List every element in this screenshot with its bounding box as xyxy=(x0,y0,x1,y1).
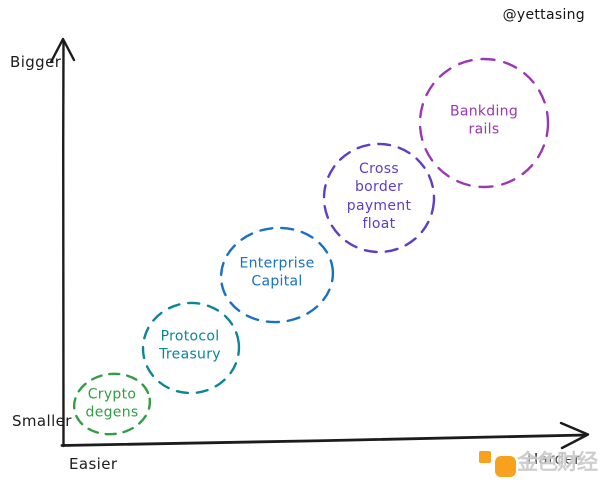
logo-big-square xyxy=(495,456,516,477)
watermark: 金色财经 xyxy=(476,445,598,478)
x-axis-left-label: Easier xyxy=(69,455,118,473)
bubble-label-bankding-rails: Bankding rails xyxy=(449,103,519,138)
bubble-circle-cross-border-payment-float xyxy=(322,142,436,254)
jinse-finance-logo-icon xyxy=(476,445,517,478)
x-axis-line xyxy=(60,433,588,447)
bubble-label-protocol-treasury: Protocol Treasury xyxy=(159,328,221,363)
bubble-circle-protocol-treasury xyxy=(141,301,241,395)
bubble-circle-enterprise-capital xyxy=(219,226,335,324)
bubble-label-enterprise-capital: Enterprise Capital xyxy=(239,255,315,290)
bubble-label-cross-border-payment-float: Cross border payment float xyxy=(346,161,412,233)
bubble-circle-crypto-degens xyxy=(72,372,152,436)
y-axis-top-label: Bigger xyxy=(10,53,62,71)
x-axis-arrowhead-icon xyxy=(559,421,590,450)
bubble-label-crypto-degens: Crypto degens xyxy=(85,386,139,421)
logo-small-square xyxy=(479,451,491,463)
author-handle: @yettasing xyxy=(502,7,585,23)
y-axis-line xyxy=(62,39,65,448)
bubble-circle-bankding-rails xyxy=(418,57,550,189)
watermark-brand-text: 金色财经 xyxy=(517,450,598,474)
y-axis-arrowhead-icon xyxy=(49,37,76,64)
y-axis-bottom-label: Smaller xyxy=(12,412,72,430)
x-axis-right-label: Harder xyxy=(527,450,581,468)
